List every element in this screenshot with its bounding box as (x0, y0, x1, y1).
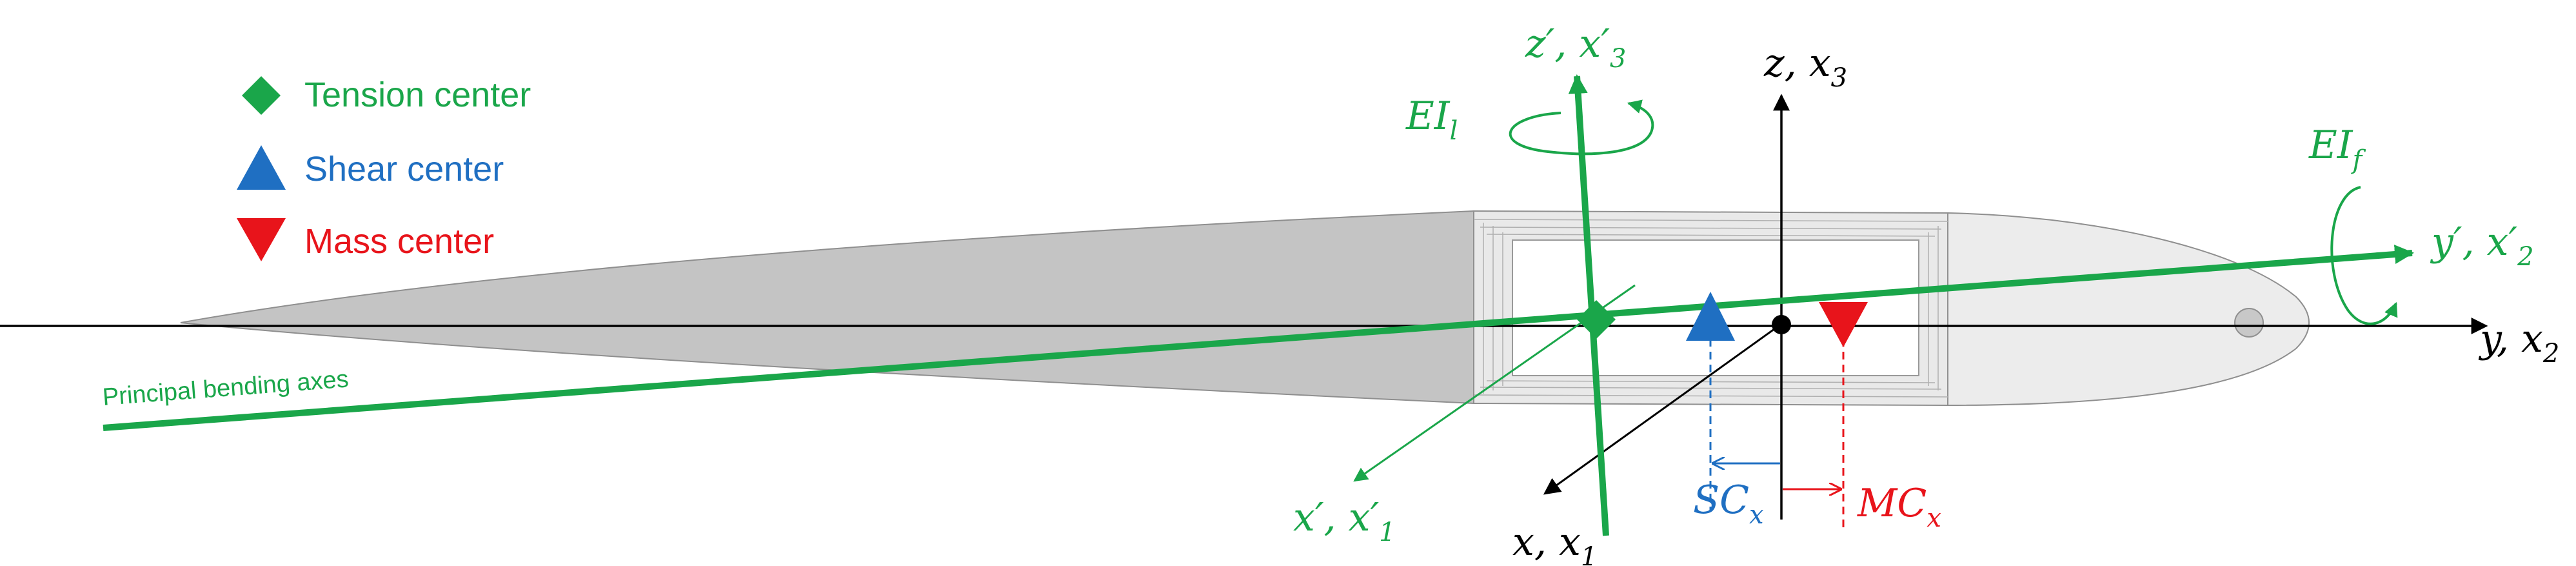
shear-center-marker (1686, 292, 1735, 341)
leading-edge-mass-circle (2234, 308, 2264, 338)
mass-center-marker (1819, 302, 1868, 347)
sc-label: SCx (1693, 478, 1764, 530)
x-prime-label: x′, x′1 (1293, 495, 1396, 547)
flap-rotation-arrow (2330, 186, 2398, 325)
legend: Tension center Shear center Mass center (237, 76, 531, 261)
y-prime-label: y′, x′2 (2430, 219, 2534, 272)
origin-dot (1772, 315, 1791, 334)
x-label: x, x1 (1512, 520, 1597, 566)
ei-flap-label: EIf (2308, 123, 2366, 175)
mc-label: MCx (1857, 481, 1941, 533)
y-label: y, x2 (2478, 316, 2559, 369)
green-diamond-icon (242, 76, 281, 115)
tension-center-marker (1577, 300, 1616, 339)
ei-lag-label: EIl (1405, 94, 1458, 146)
legend-tension-center: Tension center (304, 76, 531, 114)
lag-rotation-arrow (1509, 99, 1654, 156)
principal-y-axis (103, 245, 2414, 431)
z-prime-label: z′, x′3 (1525, 21, 1626, 74)
x-axis-line (1543, 323, 1782, 495)
principal-axes-label: Principal bending axes (102, 365, 350, 411)
airfoil (180, 210, 2310, 407)
blue-triangle-up-icon (237, 145, 286, 190)
legend-shear-center: Shear center (304, 150, 504, 188)
legend-mass-center: Mass center (304, 222, 494, 261)
laminate-layers (1473, 219, 1948, 398)
z-label: z, x3 (1763, 41, 1847, 93)
red-triangle-down-icon (237, 218, 286, 261)
